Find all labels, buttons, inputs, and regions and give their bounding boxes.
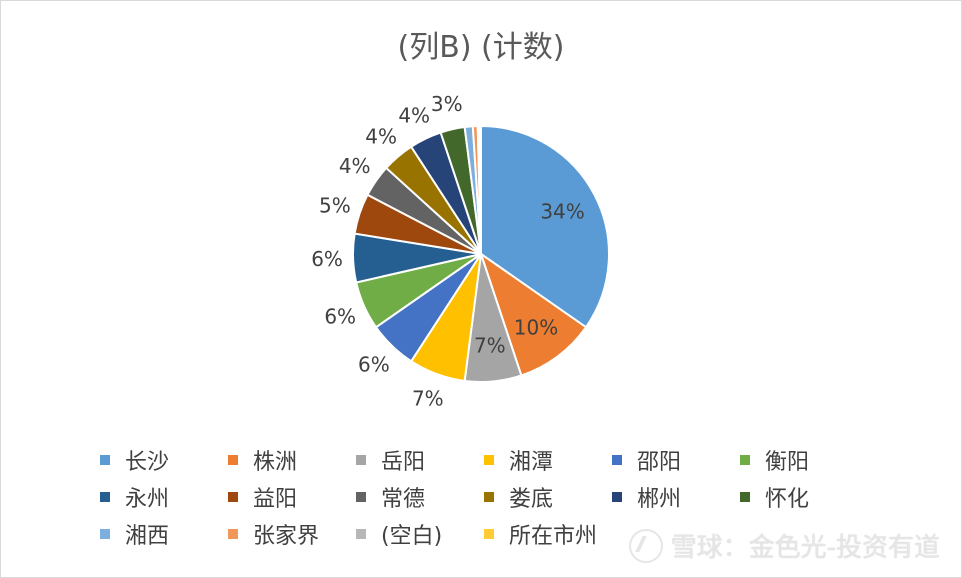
legend-label: (空白) xyxy=(381,523,443,549)
legend-item: 益阳 xyxy=(228,478,356,515)
legend-swatch xyxy=(100,528,110,539)
legend-label: 郴州 xyxy=(637,486,682,512)
legend-item: 株洲 xyxy=(228,441,356,478)
chart-title: (列B) (计数) xyxy=(397,30,565,65)
data-label-株洲: 10% xyxy=(514,316,558,340)
legend-label: 湘西 xyxy=(125,523,170,549)
legend-item: 常德 xyxy=(356,478,484,515)
pie-slice-所在市州 xyxy=(478,124,482,255)
legend-item: (空白) xyxy=(356,515,484,552)
legend-swatch xyxy=(612,454,622,465)
data-label-怀化: 3% xyxy=(431,92,463,116)
legend-label: 所在市州 xyxy=(509,523,598,549)
watermark: 雪球：金色光-投资有道 xyxy=(628,527,940,564)
data-label-长沙: 34% xyxy=(540,199,584,223)
legend-label: 岳阳 xyxy=(381,449,426,475)
legend-swatch xyxy=(484,528,494,539)
legend-swatch xyxy=(228,454,238,465)
pie-slice-长沙 xyxy=(480,124,610,329)
legend-label: 怀化 xyxy=(765,486,810,512)
legend-swatch xyxy=(100,454,110,465)
legend-item: 娄底 xyxy=(484,478,612,515)
legend-swatch xyxy=(484,491,494,502)
legend-swatch xyxy=(100,491,110,502)
data-label-郴州: 4% xyxy=(398,103,430,127)
legend-label: 衡阳 xyxy=(765,449,810,475)
legend-label: 永州 xyxy=(125,486,170,512)
legend-label: 湘潭 xyxy=(509,449,554,475)
legend-item: 长沙 xyxy=(100,441,228,478)
legend-swatch xyxy=(484,454,494,465)
legend-item: 永州 xyxy=(100,478,228,515)
legend-item: 衡阳 xyxy=(740,441,868,478)
legend-swatch xyxy=(356,491,366,502)
data-label-衡阳: 6% xyxy=(324,304,356,328)
legend-item: 张家界 xyxy=(228,515,356,552)
data-label-邵阳: 6% xyxy=(358,353,390,377)
legend-swatch xyxy=(740,454,750,465)
data-label-益阳: 5% xyxy=(319,193,351,217)
legend-label: 常德 xyxy=(381,486,426,512)
legend-item: 岳阳 xyxy=(356,441,484,478)
data-label-永州: 6% xyxy=(311,247,343,271)
pie-slice-株洲 xyxy=(479,251,588,377)
chart-legend: 长沙 株洲 岳阳 湘潭 邵阳 衡阳永州 益阳 常德 娄底 郴州 怀化湘西 张家界 (空白) 所在市州 xyxy=(100,441,860,552)
legend-item: 邵阳 xyxy=(612,441,740,478)
data-label-湘潭: 7% xyxy=(412,387,444,411)
legend-swatch xyxy=(612,491,622,502)
legend-label: 长沙 xyxy=(125,449,170,475)
legend-item: 湘西 xyxy=(100,515,228,552)
data-label-常德: 4% xyxy=(339,154,371,178)
data-label-娄底: 4% xyxy=(365,125,397,149)
legend-item: 郴州 xyxy=(612,478,740,515)
legend-item: 怀化 xyxy=(740,478,868,515)
legend-label: 邵阳 xyxy=(637,449,682,475)
watermark-text: 雪球：金色光-投资有道 xyxy=(670,533,940,563)
legend-label: 娄底 xyxy=(509,486,554,512)
legend-label: 益阳 xyxy=(253,486,298,512)
data-label-岳阳: 7% xyxy=(474,334,506,358)
legend-item: 所在市州 xyxy=(484,515,612,552)
legend-swatch xyxy=(228,528,238,539)
legend-item: 湘潭 xyxy=(484,441,612,478)
legend-label: 张家界 xyxy=(253,523,320,549)
legend-swatch xyxy=(356,454,366,465)
legend-swatch xyxy=(356,528,366,539)
snowball-logo-icon xyxy=(628,528,663,563)
legend-label: 株洲 xyxy=(253,449,298,475)
legend-swatch xyxy=(740,491,750,502)
legend-swatch xyxy=(228,491,238,502)
